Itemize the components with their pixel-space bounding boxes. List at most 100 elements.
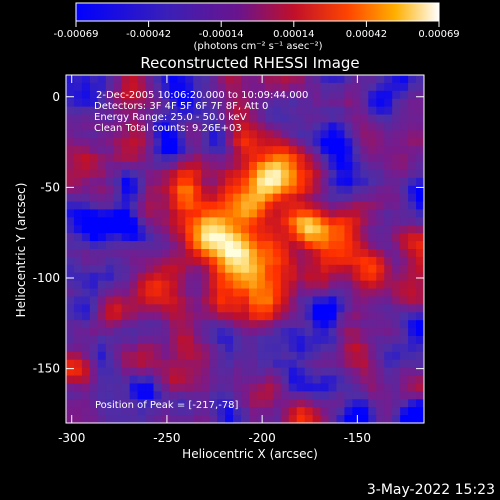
- heatmap-cell: [312, 304, 322, 313]
- heatmap-cell: [280, 201, 290, 211]
- heatmap-cell: [113, 343, 123, 353]
- heatmap-cell: [201, 241, 210, 250]
- heatmap-cell: [113, 264, 123, 274]
- heatmap-cell: [408, 90, 417, 100]
- heatmap-cell: [392, 130, 401, 139]
- heatmap-cell: [81, 162, 91, 171]
- heatmap-cell: [137, 249, 147, 258]
- heatmap-cell: [384, 217, 393, 226]
- heatmap-cell: [225, 351, 234, 361]
- heatmap-cell: [241, 391, 250, 400]
- heatmap-cell: [296, 185, 306, 195]
- heatmap-cell: [113, 169, 123, 179]
- heatmap-cell: [280, 256, 290, 266]
- heatmap-cell: [400, 407, 409, 416]
- heatmap-cell: [105, 312, 115, 321]
- heatmap-cell: [376, 201, 385, 211]
- heatmap-cell: [256, 169, 266, 179]
- heatmap-cell: [296, 367, 306, 377]
- heatmap-cell: [145, 367, 155, 377]
- heatmap-cell: [360, 328, 369, 337]
- heatmap-cell: [225, 169, 234, 179]
- heatmap-cell: [304, 391, 314, 400]
- heatmap-cell: [145, 375, 155, 385]
- heatmap-cell: [400, 288, 409, 298]
- heatmap-cell: [248, 114, 258, 124]
- heatmap-cell: [392, 217, 401, 226]
- heatmap-cell: [320, 343, 330, 353]
- heatmap-cell: [280, 98, 290, 108]
- heatmap-cell: [81, 280, 91, 290]
- heatmap-cell: [320, 288, 330, 298]
- heatmap-cell: [121, 249, 131, 258]
- heatmap-cell: [296, 351, 306, 361]
- heatmap-cell: [137, 375, 147, 385]
- heatmap-cell: [209, 90, 218, 100]
- heatmap-cell: [360, 193, 369, 203]
- heatmap-cell: [264, 75, 274, 84]
- heatmap-cell: [352, 185, 361, 195]
- heatmap-cell: [328, 375, 338, 385]
- heatmap-cell: [368, 249, 377, 258]
- heatmap-cell: [392, 359, 401, 369]
- heatmap-cell: [408, 383, 417, 392]
- peak-position-label: Position of Peak = [-217,-78]: [95, 400, 239, 411]
- heatmap-cell: [66, 193, 75, 203]
- heatmap-cell: [145, 383, 155, 392]
- heatmap-cell: [304, 399, 314, 408]
- heatmap-cell: [400, 225, 409, 234]
- heatmap-cell: [328, 264, 338, 274]
- heatmap-cell: [66, 154, 75, 163]
- heatmap-cell: [105, 241, 115, 250]
- heatmap-cell: [368, 320, 377, 329]
- colorbar-tick-label: 0.00069: [418, 29, 459, 40]
- heatmap-cell: [169, 201, 178, 211]
- heatmap-cell: [288, 280, 298, 290]
- heatmap-cell: [113, 249, 123, 258]
- heatmap-cell: [304, 312, 314, 321]
- heatmap-cell: [248, 241, 258, 250]
- heatmap-cell: [89, 185, 99, 195]
- heatmap-cell: [296, 90, 306, 100]
- heatmap-cell: [384, 296, 393, 305]
- heatmap-cell: [153, 122, 163, 131]
- heatmap-cell: [384, 193, 393, 203]
- heatmap-cell: [264, 415, 274, 423]
- heatmap-cell: [288, 138, 298, 147]
- heatmap-cell: [153, 114, 163, 124]
- heatmap-cell: [416, 375, 424, 385]
- heatmap-cell: [248, 162, 258, 171]
- heatmap-cell: [241, 288, 250, 298]
- heatmap-cell: [105, 177, 115, 187]
- heatmap-cell: [66, 90, 75, 100]
- heatmap-cell: [161, 367, 171, 377]
- heatmap-cell: [145, 343, 155, 353]
- heatmap-cell: [352, 82, 361, 92]
- heatmap-cell: [169, 383, 178, 392]
- heatmap-cell: [264, 177, 274, 187]
- heatmap-cell: [272, 336, 282, 345]
- heatmap-cell: [185, 177, 194, 187]
- heatmap-cell: [312, 217, 322, 226]
- heatmap-cell: [169, 415, 178, 423]
- heatmap-cell: [360, 82, 369, 92]
- heatmap-cell: [320, 391, 330, 400]
- heatmap-cell: [320, 304, 330, 313]
- heatmap-cell: [113, 82, 123, 92]
- heatmap-cell: [209, 351, 218, 361]
- heatmap-cell: [304, 82, 314, 92]
- heatmap-cell: [89, 225, 99, 234]
- heatmap-cell: [248, 138, 258, 147]
- heatmap-cell: [201, 82, 210, 92]
- heatmap-cell: [376, 146, 385, 155]
- heatmap-cell: [360, 154, 369, 163]
- heatmap-cell: [360, 209, 369, 218]
- heatmap-cell: [248, 375, 258, 385]
- heatmap-cell: [153, 383, 163, 392]
- heatmap-cell: [201, 296, 210, 305]
- heatmap-cell: [320, 201, 330, 211]
- y-tick-label: -100: [33, 271, 60, 285]
- heatmap-cell: [145, 359, 155, 369]
- heatmap-cell: [272, 106, 282, 116]
- heatmap-cell: [66, 407, 75, 416]
